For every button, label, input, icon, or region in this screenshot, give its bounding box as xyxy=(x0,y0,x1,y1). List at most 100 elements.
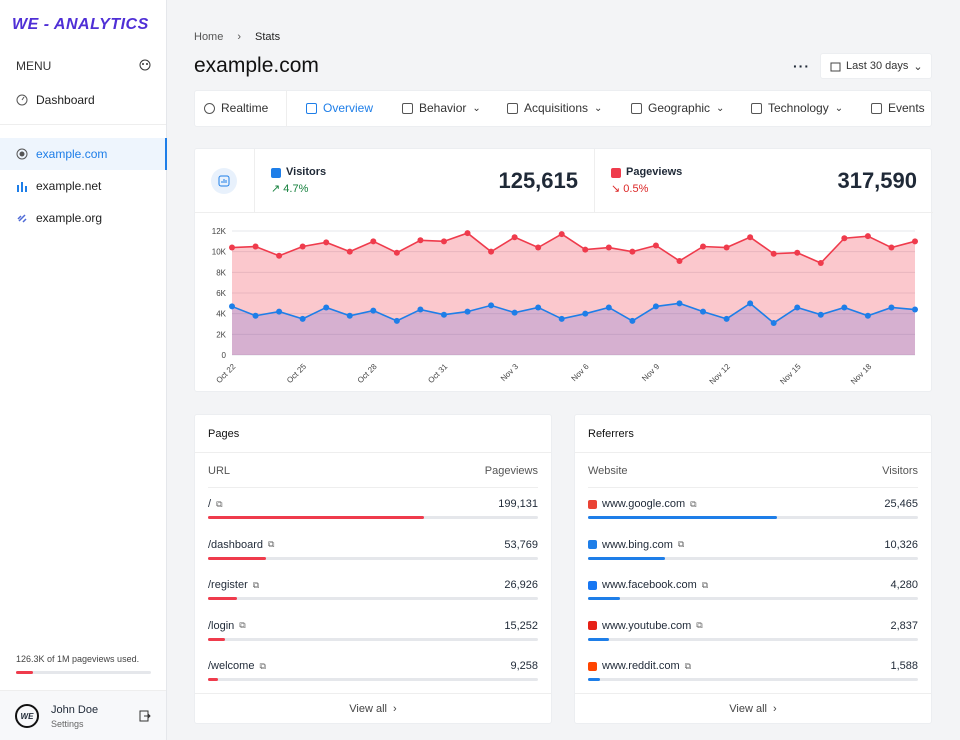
crumb-sep: › xyxy=(237,31,242,43)
point xyxy=(700,308,707,315)
row-label[interactable]: /dashboard ⧉ xyxy=(208,539,274,551)
stat-change: ↗ 4.7% xyxy=(271,183,309,195)
point xyxy=(652,242,659,249)
chevron: › xyxy=(773,703,777,715)
tab[interactable]: Events xyxy=(871,90,925,126)
x-tick-label: Nov 3 xyxy=(499,362,521,384)
tab[interactable]: Overview xyxy=(306,90,373,126)
row-label[interactable]: /login ⧉ xyxy=(208,620,246,632)
site-item[interactable]: example.net xyxy=(16,179,101,193)
tab-icon xyxy=(306,102,317,114)
tab-icon xyxy=(871,102,882,114)
tab-icon xyxy=(631,102,642,114)
row-label[interactable]: www.bing.com ⧉ xyxy=(588,539,684,551)
bar xyxy=(208,597,238,600)
point xyxy=(558,315,565,322)
bar xyxy=(208,516,424,519)
bar xyxy=(588,597,620,600)
x-tick-label: Oct 25 xyxy=(285,362,308,385)
stat-change-value: 0.5% xyxy=(623,183,649,195)
row-label[interactable]: /register ⧉ xyxy=(208,579,259,591)
point xyxy=(440,311,447,318)
menu-label: MENU xyxy=(16,59,52,73)
point xyxy=(629,317,636,324)
more-button[interactable]: ··· xyxy=(793,58,810,74)
x-tick-label: Nov 15 xyxy=(778,362,803,387)
view-all-text: View all xyxy=(349,703,388,715)
site-icon xyxy=(588,661,597,671)
bar-track xyxy=(588,516,918,519)
bar-track xyxy=(208,556,538,560)
theme-icon[interactable] xyxy=(139,59,151,71)
row-label[interactable]: www.facebook.com ⧉ xyxy=(588,579,708,591)
point xyxy=(888,304,895,311)
row-text: /register xyxy=(208,579,248,591)
external-icon: ⧉ xyxy=(701,579,709,590)
range-text: Last 30 days xyxy=(846,60,909,72)
stat-change: ↘ 0.5% xyxy=(611,183,649,195)
column-header: Visitors xyxy=(882,465,918,477)
stat-value: 125,615 xyxy=(498,168,578,193)
column-header: URL xyxy=(208,465,231,477)
point xyxy=(346,248,353,255)
site-item[interactable]: example.com xyxy=(0,138,167,170)
row-label[interactable]: www.youtube.com ⧉ xyxy=(588,620,703,632)
point xyxy=(817,311,824,318)
row-label[interactable]: www.reddit.com ⧉ xyxy=(588,660,691,672)
divider xyxy=(575,693,931,694)
row-label[interactable]: /welcome ⧉ xyxy=(208,660,266,672)
bar xyxy=(588,678,600,681)
user-panel[interactable]: WE John Doe Settings xyxy=(0,690,166,740)
point xyxy=(417,306,424,313)
point xyxy=(582,310,589,317)
tab-label: Acquisitions xyxy=(524,101,589,115)
line xyxy=(231,232,916,264)
point xyxy=(229,244,235,251)
tab[interactable]: Behavior ⌄ xyxy=(402,90,481,126)
legend-label[interactable]: Pageviews xyxy=(626,166,683,178)
tab[interactable]: Acquisitions ⌄ xyxy=(507,90,602,126)
area xyxy=(232,233,915,355)
crumb[interactable]: Home xyxy=(194,31,224,43)
table-row: /login ⧉ 15,252 xyxy=(208,617,538,657)
table-row: www.youtube.com ⧉ 2,837 xyxy=(588,617,918,657)
point xyxy=(817,260,824,267)
view-all[interactable]: View all › xyxy=(195,703,551,715)
brand[interactable]: WE - ANALYTICS xyxy=(12,16,149,33)
point xyxy=(299,315,306,322)
y-tick-label: 2K xyxy=(216,330,226,339)
tab-icon xyxy=(751,102,762,114)
y-tick-label: 12K xyxy=(212,227,227,236)
point xyxy=(723,315,730,322)
stats-card: Visitors ↗ 4.7% 125,615 Pageviews ↘ 0.5%… xyxy=(194,148,933,392)
external-icon: ⧉ xyxy=(696,620,703,630)
point xyxy=(511,309,518,316)
y-tick-label: 10K xyxy=(212,248,227,257)
site-item[interactable]: example.org xyxy=(16,211,102,225)
view-all[interactable]: View all › xyxy=(575,703,931,715)
tab[interactable]: Realtime xyxy=(204,90,268,126)
point xyxy=(747,300,754,307)
divider xyxy=(575,452,931,453)
tab-icon xyxy=(402,102,413,114)
bar xyxy=(588,516,777,519)
tabs-bar xyxy=(194,90,932,127)
point xyxy=(794,304,801,311)
bar-track xyxy=(208,678,538,681)
point xyxy=(252,243,259,250)
tab-label: Realtime xyxy=(221,101,269,115)
row-value: 53,769 xyxy=(504,538,538,551)
row-label[interactable]: / ⧉ xyxy=(208,498,223,510)
tab[interactable]: Geographic ⌄ xyxy=(631,90,724,126)
date-range[interactable]: Last 30 days ⌄ xyxy=(820,53,932,79)
point xyxy=(440,238,447,245)
tab-icon xyxy=(507,102,518,114)
row-label[interactable]: www.google.com ⧉ xyxy=(588,498,697,510)
menu-item[interactable]: Dashboard xyxy=(16,93,95,107)
y-tick-label: 6K xyxy=(216,289,226,298)
tab[interactable]: Technology ⌄ xyxy=(751,90,843,126)
logout-icon[interactable] xyxy=(139,710,151,722)
legend-label[interactable]: Visitors xyxy=(286,166,327,178)
point xyxy=(276,308,283,315)
